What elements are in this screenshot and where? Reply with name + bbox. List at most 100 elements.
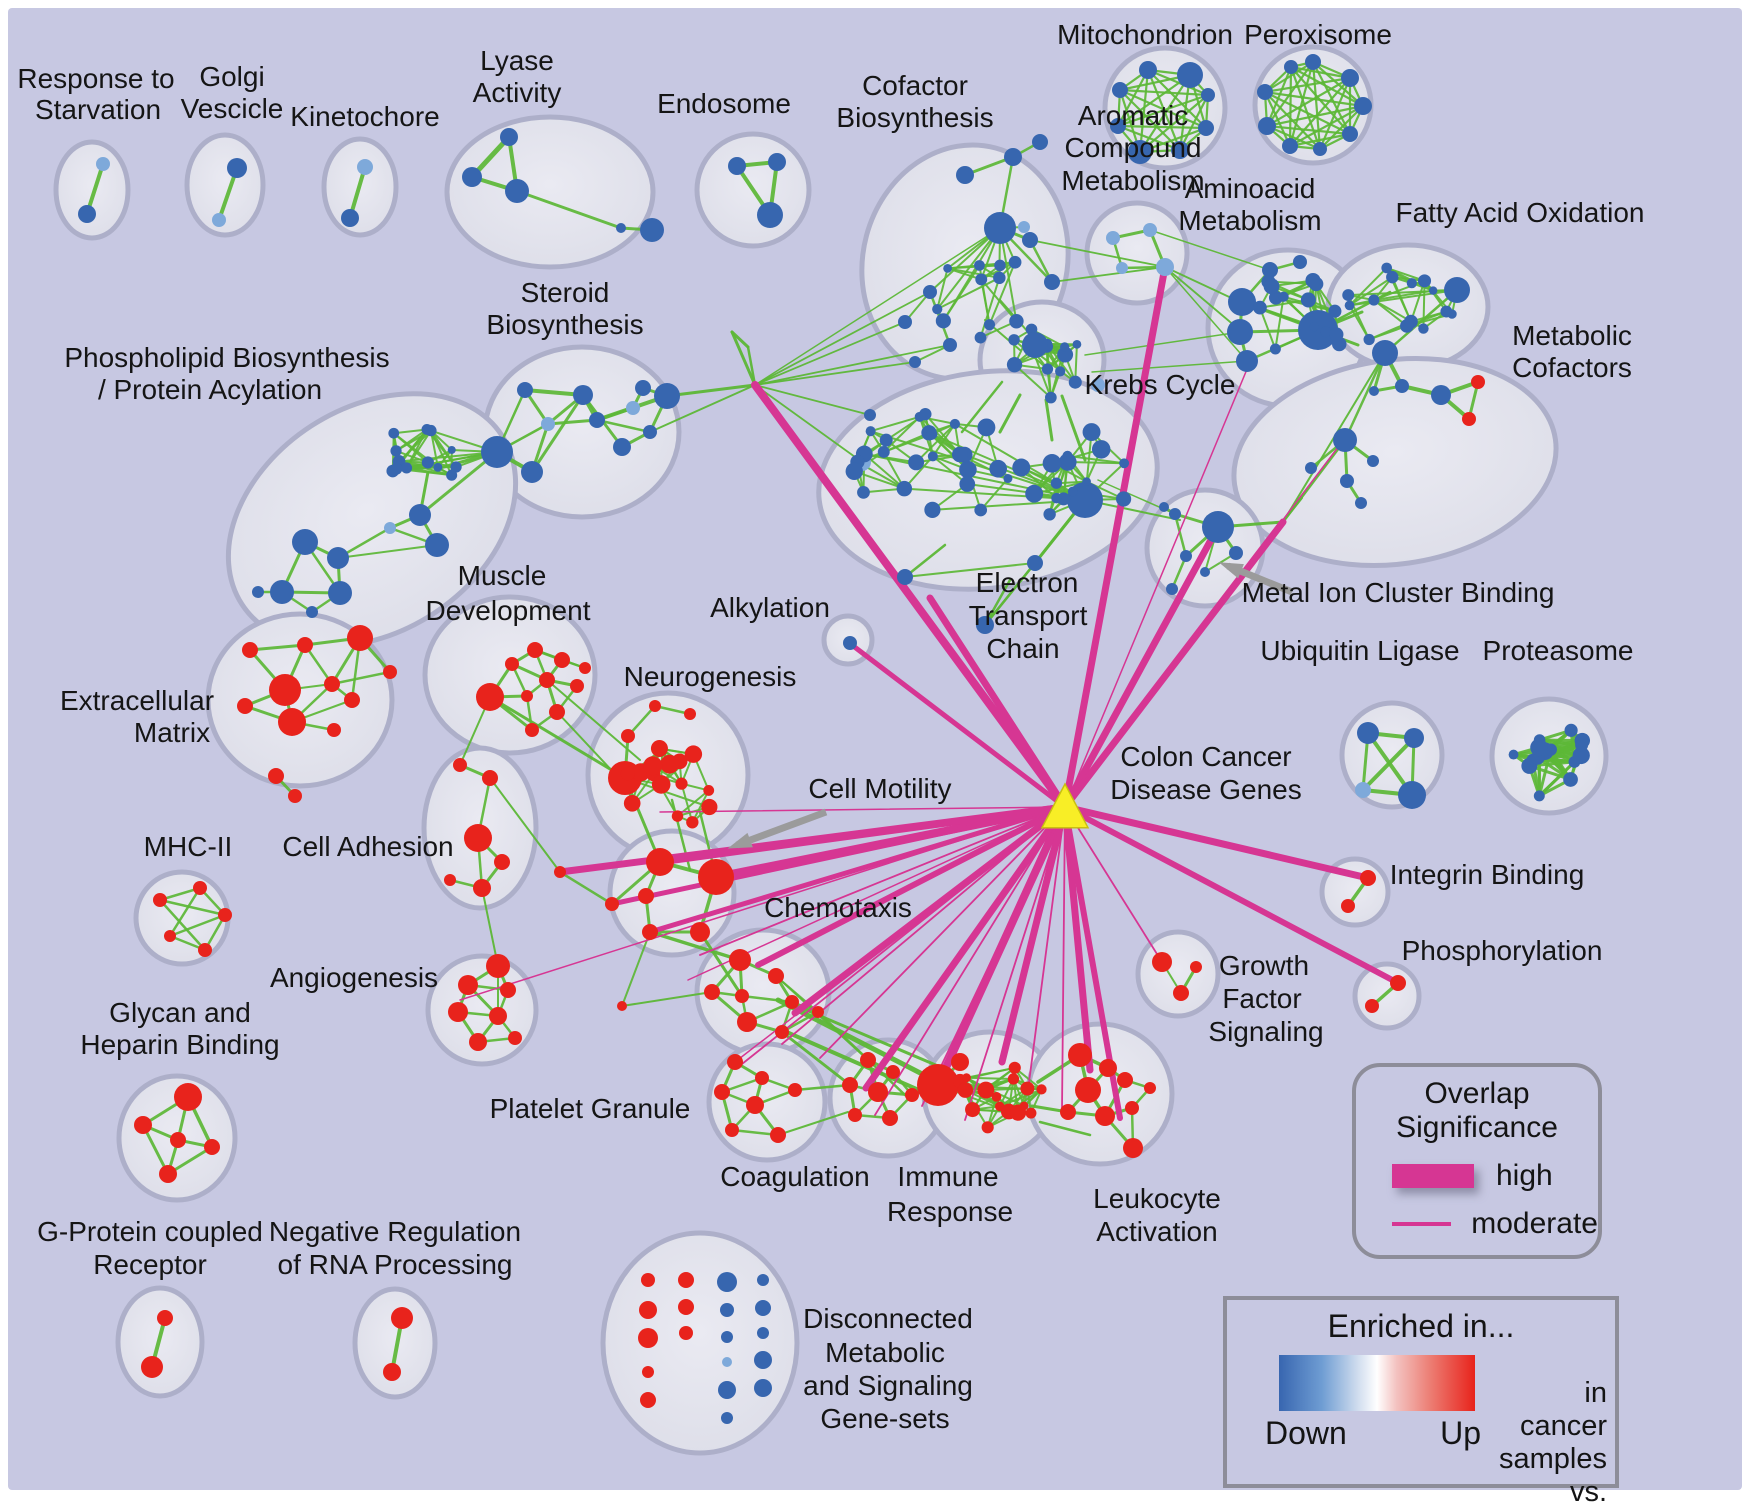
cluster-g-protein-coupled-receptor-label-1: Receptor bbox=[93, 1249, 207, 1280]
intra-cluster-edge-mitochondrion bbox=[1118, 88, 1210, 97]
gene-set-node-electron-transport-chain bbox=[919, 407, 932, 421]
cluster-ellipse-extracellular-matrix bbox=[205, 611, 395, 789]
gene-set-node-immune-response bbox=[977, 1081, 995, 1099]
overlap-edge-moderate bbox=[819, 806, 1066, 1059]
gene-set-node-ubiquitin-ligase bbox=[1404, 728, 1424, 748]
cluster-mhc-ii-label-0: MHC-II bbox=[144, 831, 233, 862]
intra-cluster-edge-cofactor-biosynthesis bbox=[936, 267, 949, 311]
gene-set-node-angiogenesis bbox=[489, 1007, 507, 1025]
gene-set-node-platelet-granule bbox=[788, 1083, 802, 1097]
gene-set-node-mitochondrion bbox=[1128, 140, 1152, 164]
gene-set-node-steroid-biosynthesis bbox=[635, 380, 651, 396]
gene-set-node-electron-transport-chain bbox=[1091, 440, 1111, 459]
cluster-growth-factor-signaling-label-1: Factor bbox=[1222, 983, 1301, 1014]
gene-set-node-extracellular-matrix bbox=[344, 692, 360, 708]
gene-set-node-cofactor-biosynthesis bbox=[993, 271, 1006, 285]
gene-set-node-metabolic-cofactors bbox=[1431, 385, 1451, 405]
gene-set-node-immune-response bbox=[951, 1053, 969, 1071]
cluster-growth-factor-signaling-label-2: Signaling bbox=[1208, 1016, 1323, 1047]
gene-set-node-peroxisome bbox=[1354, 97, 1372, 115]
intra-cluster-edge-phospholipid-biosynthesis bbox=[429, 429, 453, 477]
gene-set-node-immune-response bbox=[1036, 1084, 1047, 1095]
intra-cluster-edge-fatty-acid-oxidation bbox=[1348, 304, 1371, 341]
cluster-negative-regulation-rna-processing-label-0: Negative Regulation bbox=[269, 1216, 521, 1247]
intra-cluster-edge-phospholipid-biosynthesis bbox=[405, 466, 453, 477]
intra-cluster-edge-electron-transport-chain bbox=[869, 430, 1086, 501]
gene-set-node-extracellular-matrix bbox=[269, 674, 301, 706]
gene-set-node-golgi-vescicle bbox=[227, 158, 247, 178]
gene-set-node-immune-response bbox=[1008, 1061, 1021, 1074]
cluster-leukocyte-activation-label-1: Activation bbox=[1096, 1216, 1217, 1247]
inter-cluster-edge bbox=[648, 930, 742, 962]
intra-cluster-edge-peroxisome bbox=[1288, 65, 1293, 148]
gene-set-node-immune-response bbox=[917, 1064, 959, 1106]
gene-set-node-neurogenesis bbox=[684, 745, 703, 763]
gene-set-node-phospholipid-biosynthesis bbox=[270, 580, 294, 604]
gene-set-node-steroid-biosynthesis bbox=[654, 383, 680, 409]
gene-set-node-steroid-biosynthesis bbox=[626, 401, 640, 415]
gene-set-node-phospholipid-biosynthesis bbox=[327, 547, 349, 569]
gene-set-node-peroxisome bbox=[1305, 54, 1321, 70]
overlap-edge-high bbox=[926, 594, 1069, 811]
cluster-ellipse-aromatic-compound-metabolism bbox=[1084, 200, 1190, 306]
gene-set-node-electron-transport-chain bbox=[976, 616, 994, 634]
gene-set-node-metal-ion-cluster-binding bbox=[1166, 583, 1178, 595]
gene-set-node-aminoacid-metabolism bbox=[1263, 278, 1280, 295]
inter-cluster-edge bbox=[754, 321, 906, 386]
cluster-steroid-biosynthesis-label-1: Biosynthesis bbox=[486, 309, 643, 340]
gene-set-node-cofactor-biosynthesis bbox=[1044, 274, 1060, 290]
intra-cluster-edge-electron-transport-chain bbox=[983, 561, 1037, 627]
gene-set-node-neurogenesis bbox=[623, 794, 641, 812]
gene-set-node-chemotaxis bbox=[704, 984, 720, 1000]
overlap-edge-high bbox=[998, 803, 1069, 1066]
overlap-edge-moderate bbox=[1064, 806, 1163, 963]
gene-set-node-electron-transport-chain bbox=[959, 460, 977, 479]
gene-set-node-phospholipid-biosynthesis bbox=[390, 445, 402, 457]
intra-cluster-edge-mitochondrion bbox=[1116, 68, 1150, 128]
inter-cluster-edge bbox=[780, 1030, 852, 1087]
intra-cluster-edge-fatty-acid-oxidation bbox=[1391, 276, 1412, 323]
intra-cluster-edge-peroxisome bbox=[1265, 76, 1352, 128]
gene-set-node-extracellular-matrix bbox=[297, 637, 313, 653]
gene-set-node-leukocyte-activation bbox=[1068, 1043, 1092, 1067]
intra-cluster-edge-peroxisome bbox=[1289, 65, 1365, 108]
gene-set-node-aminoacid-metabolism bbox=[1300, 292, 1316, 308]
gene-set-node-integrin-binding bbox=[1360, 870, 1376, 886]
cluster-phosphorylation-label-0: Phosphorylation bbox=[1402, 935, 1603, 966]
gene-set-node-krebs-cycle bbox=[1057, 346, 1074, 363]
overlap-edge-high bbox=[647, 804, 1068, 935]
gene-set-node-electron-transport-chain bbox=[1091, 378, 1105, 392]
gene-set-node-cofactor-biosynthesis bbox=[1032, 134, 1048, 150]
gene-set-node-fatty-acid-oxidation bbox=[1342, 289, 1355, 302]
gene-set-node-angiogenesis bbox=[458, 975, 478, 995]
cluster-electron-transport-chain-label-1: Transport bbox=[969, 600, 1088, 631]
gene-set-node-muscle-development bbox=[525, 723, 539, 737]
gene-set-node-metabolic-cofactors bbox=[1395, 379, 1409, 393]
legend-overlap-title-line2: Significance bbox=[1396, 1111, 1558, 1144]
intra-cluster-edge-aminoacid-metabolism bbox=[1258, 306, 1277, 351]
legend-overlap-title-line1: Overlap bbox=[1424, 1077, 1530, 1110]
gene-set-node-electron-transport-chain bbox=[879, 433, 893, 447]
cluster-metal-ion-cluster-binding-label-0: Metal Ion Cluster Binding bbox=[1242, 577, 1555, 608]
inter-cluster-edge bbox=[1164, 266, 1241, 303]
gene-set-node-disconnected-gene-sets bbox=[638, 1328, 658, 1348]
gene-set-node-endosome bbox=[728, 157, 746, 175]
overlap-edge-moderate bbox=[687, 806, 1066, 981]
gene-set-node-platelet-granule bbox=[725, 1123, 739, 1137]
gene-set-node-electron-transport-chain bbox=[1082, 423, 1101, 442]
gene-set-node-cofactor-biosynthesis bbox=[898, 315, 912, 329]
gene-set-node-muscle-development bbox=[570, 679, 584, 693]
gene-set-node-disconnected-gene-sets bbox=[642, 1366, 654, 1378]
moderate-significance-label: moderate bbox=[1471, 1207, 1598, 1240]
gene-set-node-phospholipid-biosynthesis bbox=[450, 461, 462, 473]
gene-set-node-phospholipid-biosynthesis bbox=[421, 424, 433, 435]
cluster-lyase-activity-label-1: Activity bbox=[473, 77, 562, 108]
gene-set-node-cell-adhesion bbox=[453, 758, 467, 772]
cluster-phospholipid-biosynthesis-label-1: / Protein Acylation bbox=[98, 374, 322, 405]
overlap-edge-moderate bbox=[1061, 806, 1066, 1111]
gradient-up-label: Up bbox=[1440, 1415, 1481, 1451]
gene-set-node-cofactor-biosynthesis bbox=[935, 313, 951, 329]
inter-cluster-edge bbox=[775, 997, 933, 1081]
pointer-arrow bbox=[735, 808, 828, 849]
